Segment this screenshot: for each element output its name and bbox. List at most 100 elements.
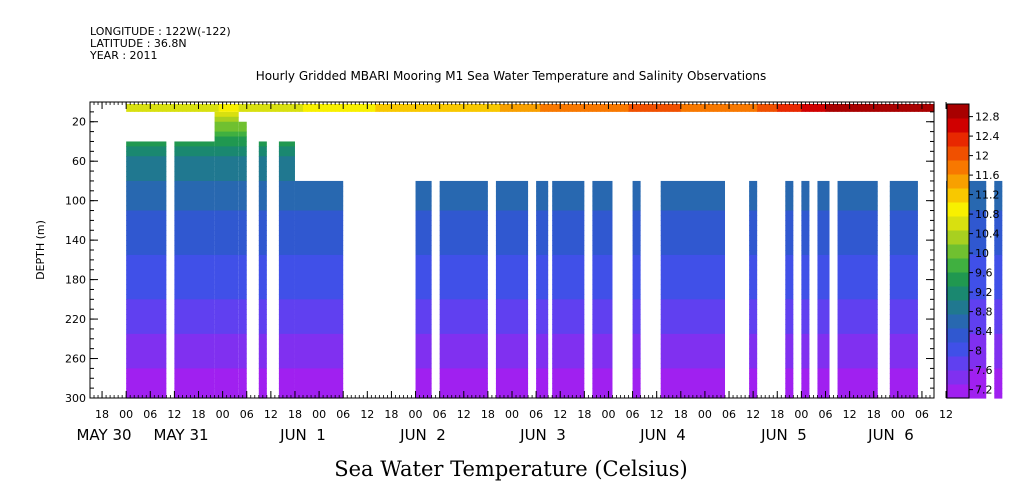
temperature-cell — [817, 299, 830, 305]
temperature-cell — [837, 324, 878, 330]
surface-cell — [307, 103, 312, 112]
surface-cell — [845, 103, 851, 112]
temperature-cell — [415, 328, 432, 335]
temperature-cell — [994, 264, 1003, 271]
temperature-cell — [258, 156, 267, 162]
temperature-cell — [174, 348, 215, 355]
temperature-cell — [552, 358, 585, 365]
temperature-cell — [889, 205, 918, 212]
surface-cell — [781, 103, 786, 112]
temperature-cell — [174, 176, 215, 182]
temperature-cell — [536, 210, 549, 217]
temperature-cell — [632, 235, 641, 241]
temperature-cell — [592, 250, 613, 256]
temperature-cell — [174, 289, 215, 295]
temperature-cell — [258, 279, 267, 286]
temperature-cell — [660, 240, 726, 246]
x-tick-label: 18 — [288, 408, 302, 421]
temperature-cell — [749, 373, 758, 379]
temperature-cell — [994, 180, 1003, 187]
x-day-label: MAY 31 — [153, 426, 208, 444]
data-block — [749, 180, 758, 399]
temperature-cell — [214, 136, 239, 143]
temperature-cell — [889, 368, 918, 374]
temperature-cell — [415, 343, 432, 350]
temperature-cell — [278, 151, 295, 157]
temperature-cell — [415, 358, 432, 365]
temperature-cell — [294, 284, 344, 291]
temperature-cell — [749, 348, 758, 355]
surface-cell — [925, 103, 931, 112]
temperature-cell — [238, 250, 247, 256]
temperature-cell — [552, 195, 585, 202]
temperature-cell — [536, 215, 549, 221]
temperature-cell — [801, 309, 810, 315]
temperature-cell — [552, 279, 585, 286]
colorbar-swatch — [947, 104, 969, 119]
temperature-cell — [439, 353, 488, 360]
temperature-cell — [801, 378, 810, 384]
temperature-cell — [238, 279, 247, 286]
temperature-cell — [801, 368, 810, 374]
temperature-cell — [994, 383, 1003, 389]
surface-cell — [202, 103, 208, 112]
surface-cell — [166, 103, 171, 112]
temperature-cell — [632, 210, 641, 217]
temperature-cell — [592, 328, 613, 335]
surface-cell — [624, 103, 630, 112]
surface-cell — [206, 103, 212, 112]
surface-cell — [897, 103, 903, 112]
temperature-cell — [632, 328, 641, 335]
surface-cell — [146, 103, 151, 112]
temperature-cell — [749, 185, 758, 192]
temperature-cell — [258, 146, 267, 152]
temperature-cell — [258, 294, 267, 300]
temperature-cell — [294, 250, 344, 256]
data-block — [439, 180, 488, 399]
temperature-cell — [294, 309, 344, 315]
colorbar-swatch — [947, 244, 969, 259]
temperature-cell — [278, 190, 295, 197]
temperature-cell — [552, 259, 585, 266]
temperature-cell — [415, 245, 432, 251]
colorbar-swatch — [947, 202, 969, 217]
temperature-cell — [238, 190, 247, 197]
surface-cell — [278, 103, 284, 112]
temperature-cell — [889, 235, 918, 241]
temperature-cell — [994, 289, 1003, 295]
temperature-cell — [258, 314, 267, 320]
temperature-cell — [439, 190, 488, 197]
temperature-cell — [994, 358, 1003, 365]
temperature-cell — [592, 269, 613, 276]
colorbar-swatch — [947, 146, 969, 161]
temperature-cell — [214, 171, 239, 177]
temperature-cell — [174, 200, 215, 207]
temperature-cell — [817, 353, 830, 360]
temperature-cell — [495, 215, 529, 221]
temperature-cell — [817, 348, 830, 355]
temperature-cell — [632, 314, 641, 320]
temperature-cell — [536, 264, 549, 271]
x-tick-label: 06 — [722, 408, 736, 421]
temperature-cell — [592, 185, 613, 192]
surface-cell — [214, 103, 220, 112]
surface-cell — [178, 103, 184, 112]
temperature-cell — [238, 205, 247, 212]
temperature-cell — [258, 284, 267, 291]
temperature-cell — [126, 289, 167, 295]
temperature-cell — [837, 373, 878, 379]
temperature-cell — [536, 225, 549, 231]
temperature-cell — [994, 309, 1003, 315]
temperature-cell — [552, 343, 585, 350]
temperature-cell — [994, 245, 1003, 251]
temperature-cell — [817, 378, 830, 384]
temperature-cell — [801, 185, 810, 192]
temperature-cell — [536, 363, 549, 369]
temperature-cell — [278, 333, 295, 340]
surface-cell — [150, 103, 155, 112]
temperature-cell — [592, 230, 613, 236]
colorbar-frame — [946, 103, 970, 399]
temperature-cell — [817, 363, 830, 369]
temperature-cell — [837, 205, 878, 212]
surface-cell — [222, 103, 228, 112]
